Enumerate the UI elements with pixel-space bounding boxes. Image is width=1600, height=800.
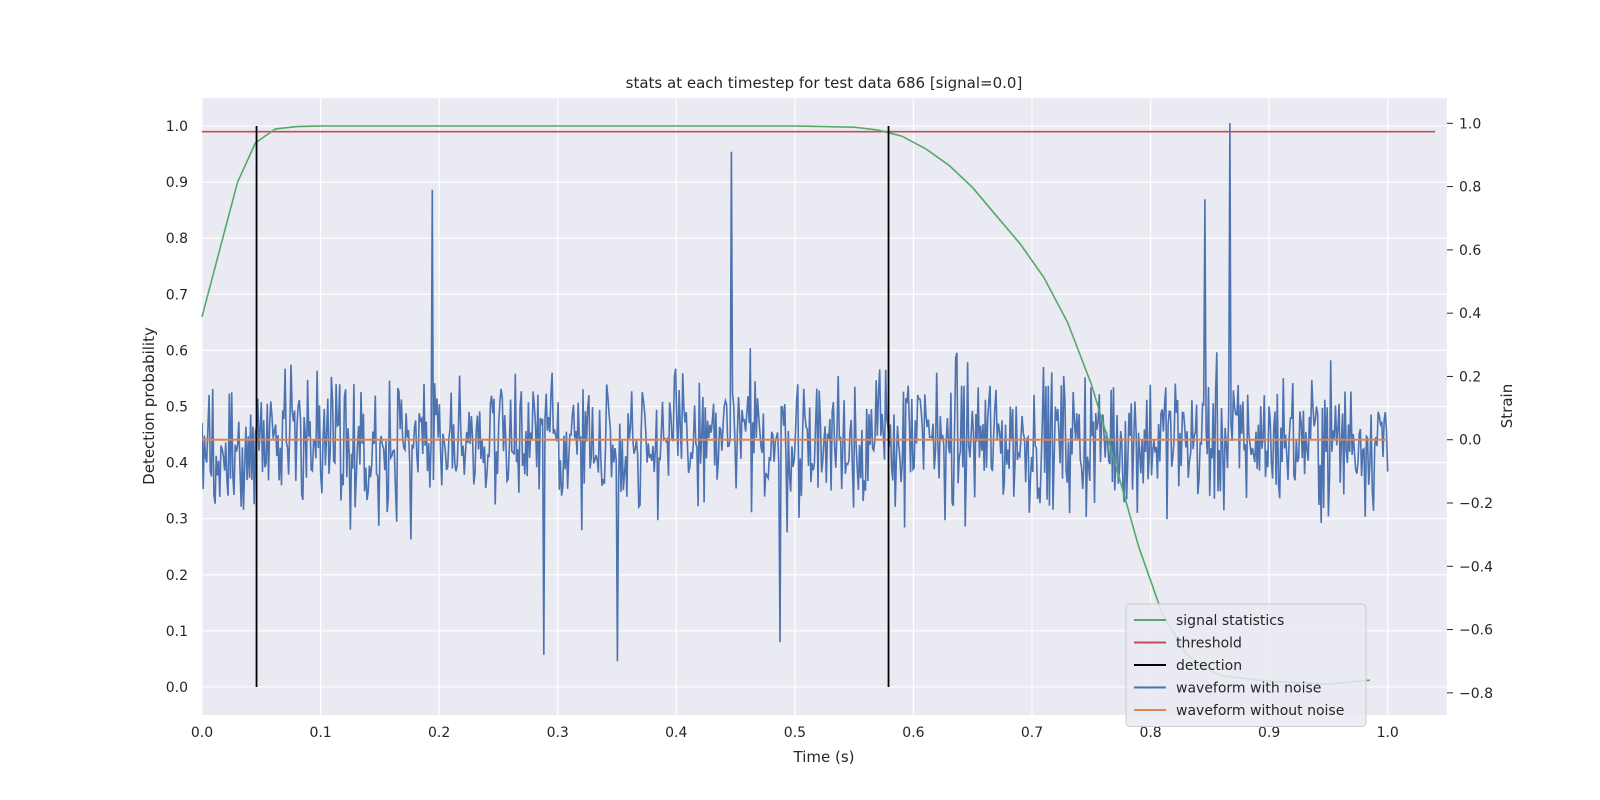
y-tick-label: 0.5 xyxy=(166,400,188,416)
x-tick-label: 0.3 xyxy=(547,725,569,741)
x-tick-label: 0.0 xyxy=(191,725,213,741)
x-tick-label: 0.4 xyxy=(665,725,687,741)
y-tick-label: 0.2 xyxy=(166,568,188,584)
legend-label: threshold xyxy=(1176,636,1242,652)
y2-tick-label: 0.8 xyxy=(1459,180,1481,196)
x-tick-label: 0.1 xyxy=(309,725,331,741)
y-tick-label: 0.9 xyxy=(166,175,188,191)
y2-tick-label: −0.8 xyxy=(1459,686,1493,702)
legend-label: signal statistics xyxy=(1176,613,1284,629)
legend-label: detection xyxy=(1176,658,1242,674)
chart-title: stats at each timestep for test data 686… xyxy=(626,74,1023,92)
y2-tick-label: 0.6 xyxy=(1459,243,1481,259)
y-tick-label: 0.0 xyxy=(166,680,188,696)
x-tick-label: 0.9 xyxy=(1258,725,1280,741)
y2-tick-label: 0.0 xyxy=(1459,433,1481,449)
y2-tick-label: −0.6 xyxy=(1459,623,1493,639)
x-tick-label: 1.0 xyxy=(1377,725,1399,741)
y-tick-label: 0.4 xyxy=(166,456,188,472)
legend-box xyxy=(1125,603,1367,727)
y-tick-label: 0.1 xyxy=(166,624,188,640)
y2-tick-label: 0.4 xyxy=(1459,306,1481,322)
y2-tick-label: −0.4 xyxy=(1459,559,1493,575)
y-tick-label: 1.0 xyxy=(166,119,188,135)
tick-labels: 0.0 0.1 0.2 0.3 0.4 0.5 0.6 0.7 0.8 0.9 1.0 0.0 0.1 0… xyxy=(166,116,1493,741)
x-tick-label: 0.5 xyxy=(784,725,806,741)
y-tick-label: 0.7 xyxy=(166,287,188,303)
y-axis-label: Detection probability xyxy=(140,327,158,485)
x-axis-label: Time (s) xyxy=(793,748,855,766)
y2-tick-label: 0.2 xyxy=(1459,369,1481,385)
y2-tick-label: 1.0 xyxy=(1459,116,1481,132)
x-tick-label: 0.8 xyxy=(1139,725,1161,741)
y-tick-label: 0.6 xyxy=(166,343,188,359)
series-waveform-with-noise xyxy=(202,123,1389,662)
y2-tick-label: −0.2 xyxy=(1459,496,1493,512)
x-tick-label: 0.2 xyxy=(428,725,450,741)
x-tick-label: 0.7 xyxy=(1021,725,1043,741)
legend-label: waveform without noise xyxy=(1176,703,1344,719)
y2-axis-label: Strain xyxy=(1498,384,1516,428)
y-tick-label: 0.8 xyxy=(166,231,188,247)
legend: signal statistics threshold detection wavef… xyxy=(1125,603,1367,727)
x-tick-label: 0.6 xyxy=(902,725,924,741)
legend-label: waveform with noise xyxy=(1176,681,1321,697)
y-tick-label: 0.3 xyxy=(166,512,188,528)
